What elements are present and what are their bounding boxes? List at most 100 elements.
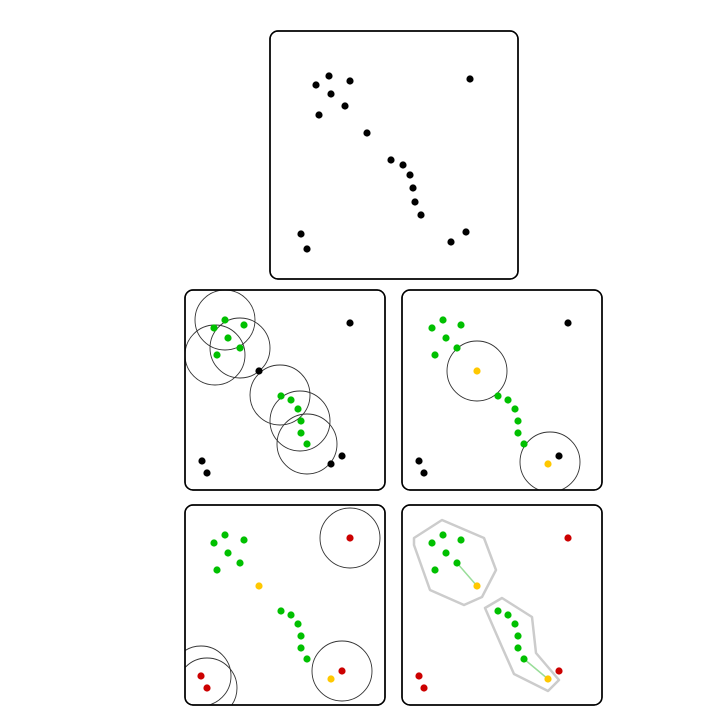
core-point (297, 429, 305, 437)
epsilon-neighborhood (185, 645, 232, 705)
core-point (504, 611, 512, 619)
core-point (494, 392, 502, 400)
unvisited-point (198, 457, 206, 465)
core-point (213, 566, 221, 574)
epsilon-neighborhood (519, 431, 581, 490)
core-point (457, 321, 465, 329)
unvisited-point (462, 228, 470, 236)
unvisited-point (420, 469, 428, 477)
unvisited-point (297, 230, 305, 238)
core-point (221, 316, 229, 324)
core-point (287, 396, 295, 404)
epsilon-neighborhood (311, 640, 373, 702)
unvisited-point (415, 457, 423, 465)
epsilon-neighborhood (185, 657, 238, 705)
panel-frame (401, 289, 603, 491)
epsilon-neighborhood (446, 340, 508, 402)
border-link (523, 658, 549, 680)
panel-border (184, 504, 386, 706)
epsilon-neighborhood (249, 364, 311, 426)
core-point (221, 531, 229, 539)
core-point (210, 539, 218, 547)
unvisited-point (564, 319, 572, 327)
panel-neighborhood-circles (184, 289, 386, 491)
unvisited-point (203, 469, 211, 477)
core-point (224, 334, 232, 342)
border-point (544, 675, 552, 683)
core-point (428, 324, 436, 332)
panel-border (269, 30, 519, 280)
core-point (294, 620, 302, 628)
noise-point (203, 684, 211, 692)
unvisited-point (411, 198, 419, 206)
panel-border (401, 289, 603, 491)
core-point (514, 417, 522, 425)
panel-frame (269, 30, 519, 280)
border-point (255, 582, 263, 590)
unvisited-point (555, 452, 563, 460)
core-point (442, 334, 450, 342)
noise-point (197, 672, 205, 680)
unvisited-point (327, 460, 335, 468)
noise-point (555, 667, 563, 675)
unvisited-point (406, 171, 414, 179)
unvisited-point (466, 75, 474, 83)
panel-border (401, 504, 603, 706)
core-point (428, 539, 436, 547)
unvisited-point (346, 319, 354, 327)
core-point (504, 396, 512, 404)
unvisited-point (303, 245, 311, 253)
core-point (210, 324, 218, 332)
unvisited-point (255, 367, 263, 375)
cluster-hull (483, 596, 561, 693)
panel-raw-points (269, 30, 519, 280)
core-point (431, 351, 439, 359)
core-point (514, 429, 522, 437)
panel-border-points (401, 289, 603, 491)
unvisited-point (417, 211, 425, 219)
core-point (431, 566, 439, 574)
noise-point (420, 684, 428, 692)
border-link (456, 562, 478, 587)
epsilon-neighborhood (269, 390, 331, 452)
panel-frame (401, 504, 603, 706)
core-point (240, 536, 248, 544)
core-point (303, 440, 311, 448)
panel-final-clusters (401, 504, 603, 706)
border-point (544, 460, 552, 468)
border-point (473, 582, 481, 590)
unvisited-point (327, 90, 335, 98)
border-point (327, 675, 335, 683)
noise-point (346, 534, 354, 542)
core-point (297, 417, 305, 425)
panel-frame (184, 289, 386, 491)
core-point (453, 344, 461, 352)
core-point (297, 632, 305, 640)
unvisited-point (447, 238, 455, 246)
unvisited-point (312, 81, 320, 89)
core-point (294, 405, 302, 413)
epsilon-neighborhood (209, 317, 271, 379)
panel-border (184, 289, 386, 491)
core-point (520, 655, 528, 663)
core-point (439, 531, 447, 539)
noise-point (338, 667, 346, 675)
unvisited-point (409, 184, 417, 192)
core-point (457, 536, 465, 544)
core-point (303, 655, 311, 663)
panel-noise-points (184, 504, 386, 706)
core-point (494, 607, 502, 615)
noise-point (564, 534, 572, 542)
core-point (213, 351, 221, 359)
core-point (287, 611, 295, 619)
core-point (277, 607, 285, 615)
core-point (514, 644, 522, 652)
noise-point (415, 672, 423, 680)
unvisited-point (363, 129, 371, 137)
core-point (511, 620, 519, 628)
unvisited-point (346, 77, 354, 85)
core-point (439, 316, 447, 324)
cluster-hull (412, 518, 498, 607)
core-point (297, 644, 305, 652)
